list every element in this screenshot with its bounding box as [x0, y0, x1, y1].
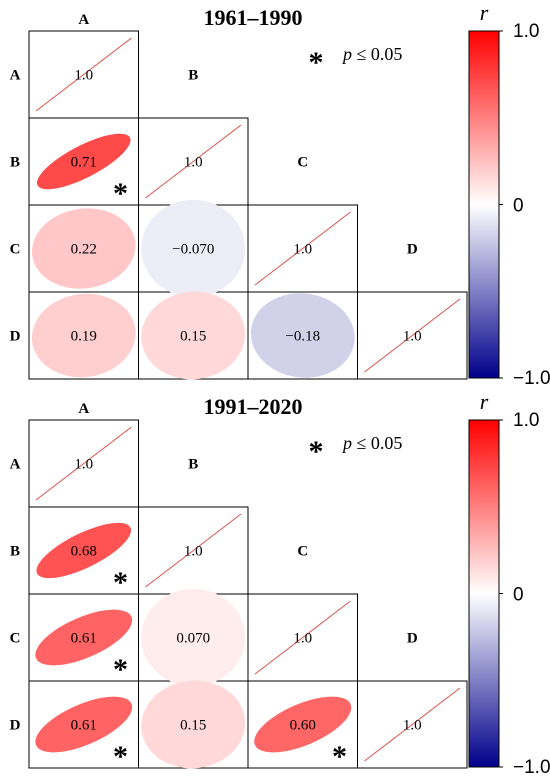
cell-value: 1.0 [403, 718, 422, 734]
cell-value: 1.0 [403, 329, 422, 345]
cell-value: 0.19 [71, 329, 97, 345]
row-label: C [10, 242, 21, 258]
column-label: C [297, 155, 308, 171]
cell-value: 0.22 [71, 242, 97, 258]
diagonal-line [35, 37, 132, 112]
cell-value: 1.0 [293, 242, 312, 258]
row-label: A [10, 68, 21, 84]
cell-value: 0.68 [71, 544, 97, 560]
column-label: A [78, 12, 89, 28]
panel-title: 1991–2020 [204, 394, 303, 419]
column-label: B [188, 457, 198, 473]
cell-value: 0.15 [180, 329, 206, 345]
cell-value: 1.0 [293, 631, 312, 647]
significance-star: * [113, 740, 128, 773]
diagonal-line [364, 298, 461, 373]
colorbar-tick-label: 1.0 [513, 21, 539, 42]
colorbar [468, 419, 500, 768]
row-label: C [10, 631, 21, 647]
colorbar-tick-label: −1.0 [513, 757, 550, 776]
panel-title: 1961–1990 [204, 5, 303, 30]
correlation-panel-1: 1961–1990 A B C D A B C D 1.0 0.71 * 1.0 0.22 −0.070 1.… [10, 0, 550, 389]
matrix-cell [357, 680, 468, 769]
cell-value: −0.18 [285, 329, 320, 345]
cell-value: 1.0 [74, 68, 93, 84]
legend-star: * [309, 46, 324, 79]
correlation-ellipse [31, 293, 136, 378]
column-label: A [78, 401, 89, 417]
correlation-ellipse [35, 696, 133, 753]
correlation-ellipse [141, 680, 246, 769]
cell-value: 1.0 [184, 544, 203, 560]
significance-star: * [113, 653, 128, 686]
correlation-ellipse [141, 199, 246, 298]
column-label: C [297, 544, 308, 560]
row-label: A [10, 457, 21, 473]
cell-value: 0.61 [71, 718, 97, 734]
significance-star: * [113, 177, 128, 210]
diagonal-line [364, 687, 461, 762]
significance-note: p ≤ 0.05 [341, 433, 402, 453]
column-label: D [407, 631, 418, 647]
legend-star: * [309, 435, 324, 468]
cell-value: 0.60 [290, 718, 316, 734]
correlation-ellipse [254, 696, 352, 753]
diagonal-line [35, 426, 132, 501]
cell-value: 1.0 [74, 457, 93, 473]
colorbar [468, 30, 500, 379]
cell-value: −0.070 [172, 242, 214, 258]
significance-star: * [332, 740, 347, 773]
significance-note: p ≤ 0.05 [341, 44, 402, 64]
colorbar-tick-label: 0 [513, 196, 524, 217]
row-label: B [10, 544, 20, 560]
correlation-ellipse [35, 609, 133, 666]
diagonal-line [254, 600, 351, 675]
colorbar-tick-label: 1.0 [513, 410, 539, 431]
cell-value: 0.71 [71, 155, 97, 171]
correlation-ellipse [141, 588, 246, 687]
cell-value: 0.070 [176, 631, 210, 647]
colorbar-tick-label: −1.0 [513, 368, 550, 389]
matrix-cell [357, 291, 468, 380]
cell-value: 0.15 [180, 718, 206, 734]
cell-value: 0.61 [71, 631, 97, 647]
diagonal-line [145, 513, 242, 588]
correlation-ellipse [250, 293, 355, 378]
diagonal-line [254, 211, 351, 286]
colorbar-title: r [480, 389, 489, 414]
column-label: B [188, 68, 198, 84]
row-label: D [10, 718, 21, 734]
row-label: D [10, 329, 21, 345]
correlation-ellipse [36, 522, 132, 579]
significance-star: * [113, 566, 128, 599]
colorbar-title: r [480, 0, 489, 25]
row-label: B [10, 155, 20, 171]
correlation-ellipse [31, 208, 136, 289]
colorbar-tick-label: 0 [513, 585, 524, 606]
diagonal-line [145, 124, 242, 199]
correlation-ellipse [36, 133, 131, 190]
correlation-panel-2: 1991–2020 A B C D A B C D 1.0 0.68 * 1.0 0.61 * 0.070 1.… [10, 389, 550, 776]
cell-value: 1.0 [184, 155, 203, 171]
column-label: D [407, 242, 418, 258]
correlation-ellipse [141, 291, 246, 380]
